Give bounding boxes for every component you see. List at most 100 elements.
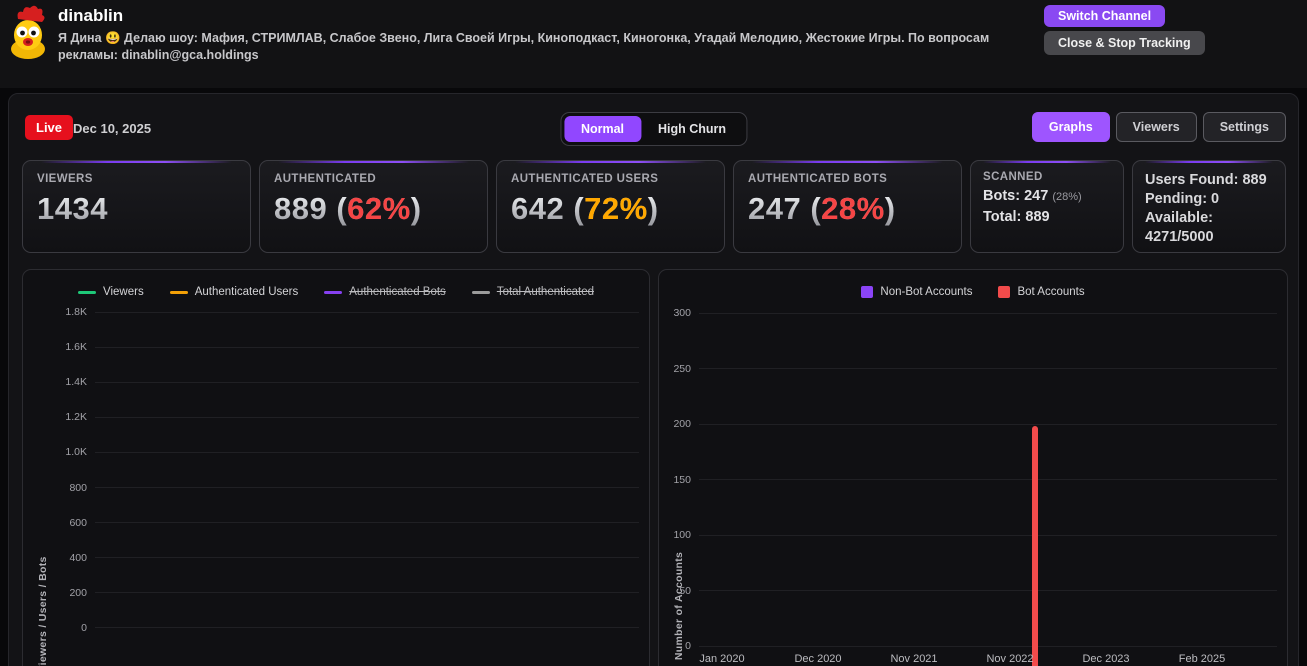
dashboard-panel: Live Dec 10, 2025 Normal High Churn Grap… <box>8 93 1299 666</box>
stat-label: SCANNED <box>983 171 1043 183</box>
bar-group <box>998 370 1004 666</box>
y-tick-label: 250 <box>673 362 691 375</box>
gridline <box>699 312 1277 314</box>
bar-group <box>1023 370 1029 666</box>
grid-row: 600 <box>57 517 639 529</box>
gridline <box>699 368 1277 369</box>
grid-row: 1.2K <box>57 411 639 423</box>
bar-group <box>955 370 961 666</box>
bar-group <box>1126 370 1132 666</box>
available-line: Available: 4271/5000 <box>1145 210 1214 245</box>
channel-avatar <box>2 4 54 62</box>
bar-series-container <box>707 370 1269 666</box>
bar-group <box>1228 370 1234 666</box>
tab-graphs[interactable]: Graphs <box>1031 112 1110 142</box>
legend-swatch-icon <box>471 290 490 294</box>
y-tick-label: 1.0K <box>65 446 87 459</box>
bar-group <box>1177 370 1183 666</box>
stat-card-scanned: SCANNED Bots: 247 (28%) Total: 889 <box>970 160 1124 253</box>
legend-item[interactable]: Total Authenticated <box>471 286 594 298</box>
bar-group <box>1031 370 1038 666</box>
bar-group <box>886 370 892 666</box>
chart-grid: 1.8K 1.6K 1.4K 1.2K 1.0K 800 600 400 200 0 <box>57 306 639 634</box>
grid-row: 100 <box>661 529 1277 541</box>
legend-swatch-icon <box>78 290 96 294</box>
legend-swatch-icon <box>169 290 188 294</box>
bar-group <box>1057 370 1063 666</box>
gridline <box>95 487 639 489</box>
gridline <box>699 479 1277 480</box>
x-tick-label: Nov 2021 <box>890 653 938 665</box>
dashboard-toolbar: Live Dec 10, 2025 Normal High Churn Grap… <box>9 94 1298 156</box>
legend-label: Non-Bot Accounts <box>880 286 973 298</box>
bar-group <box>1040 370 1046 666</box>
gridline <box>95 592 639 594</box>
grid-row: 1.0K <box>57 446 639 458</box>
bar-group <box>1220 370 1226 666</box>
y-tick-label: 200 <box>69 586 87 599</box>
grid-row: 300 <box>661 307 1277 319</box>
legend-label: Total Authenticated <box>496 286 594 298</box>
tab-settings[interactable]: Settings <box>1202 112 1286 142</box>
gridline <box>95 416 639 418</box>
bar-group <box>1211 370 1217 666</box>
bar-chart-legend: Non-Bot Accounts Bot Accounts <box>659 286 1287 298</box>
bar-group <box>1203 370 1209 666</box>
grid-row: 0 <box>661 640 1277 652</box>
bar-group <box>972 370 978 666</box>
bar-group <box>1066 370 1072 666</box>
channel-description: Я Дина 😃 Делаю шоу: Мафия, СТРИМЛАВ, Сла… <box>58 31 990 62</box>
y-tick-label: 150 <box>673 473 691 486</box>
legend-item[interactable]: Non-Bot Accounts <box>861 286 972 298</box>
gridline <box>699 423 1277 425</box>
x-tick-label: Nov 2022 <box>986 653 1034 665</box>
header-actions: Switch Channel Close & Stop Tracking <box>1044 5 1205 55</box>
bar-group <box>1109 370 1115 666</box>
bar-group <box>775 370 781 666</box>
legend-item[interactable]: Authenticated Users <box>169 286 299 298</box>
bar-group <box>827 370 833 666</box>
stat-label: AUTHENTICATED <box>274 173 377 185</box>
legend-item[interactable]: Authenticated Bots <box>324 286 446 298</box>
bar-group <box>869 370 875 666</box>
x-tick-label: Jan 2020 <box>699 653 745 665</box>
bar-chart-plot: 300 250 200 150 100 50 0 Jan 2020 Dec 2020 Nov 2… <box>661 307 1277 666</box>
bar-group <box>1151 370 1157 666</box>
stat-card-capacity: Users Found: 889 Pending: 0 Available: 4… <box>1132 160 1286 253</box>
close-stop-tracking-button[interactable]: Close & Stop Tracking <box>1044 31 1205 55</box>
switch-channel-button[interactable]: Switch Channel <box>1044 5 1166 27</box>
y-tick-label: 1.4K <box>65 376 87 389</box>
bar-group <box>818 370 824 666</box>
bar-group <box>921 370 927 666</box>
stat-value: 889 (62%) <box>274 191 473 227</box>
bar-group <box>784 370 790 666</box>
viewers-line-chart-panel: Viewers Authenticated Users Authenticated … <box>22 269 650 666</box>
bar-group <box>852 370 858 666</box>
y-tick-label: 0 <box>685 640 691 652</box>
legend-swatch-icon <box>998 286 1011 298</box>
users-found-line: Users Found: 889 <box>1145 172 1267 188</box>
legend-item[interactable]: Bot Accounts <box>998 286 1085 298</box>
mode-option-high-churn[interactable]: High Churn <box>658 122 727 136</box>
gridline <box>699 645 1277 647</box>
channel-header: dinablin Я Дина 😃 Делаю шоу: Мафия, СТРИ… <box>0 0 1307 88</box>
tab-viewers[interactable]: Viewers <box>1115 112 1197 142</box>
stat-value: 642 (72%) <box>511 191 710 227</box>
bar-group <box>929 370 935 666</box>
legend-swatch-icon <box>324 290 343 294</box>
bar-group <box>904 370 910 666</box>
gridline <box>699 590 1277 591</box>
y-tick-label: 300 <box>673 307 691 319</box>
legend-item[interactable]: Viewers <box>78 286 144 298</box>
legend-label: Authenticated Users <box>194 286 299 298</box>
bar-group <box>1015 370 1021 666</box>
gridline <box>95 522 639 524</box>
scanned-bots-percent: (28%) <box>1052 191 1082 203</box>
mode-option-normal[interactable]: Normal <box>563 116 642 142</box>
live-status-badge: Live <box>25 115 74 140</box>
bar-group <box>707 370 713 666</box>
grid-row: 1.8K <box>57 306 639 318</box>
bar-group <box>1160 370 1166 666</box>
bar-group <box>1049 370 1055 666</box>
gridline <box>95 381 639 383</box>
